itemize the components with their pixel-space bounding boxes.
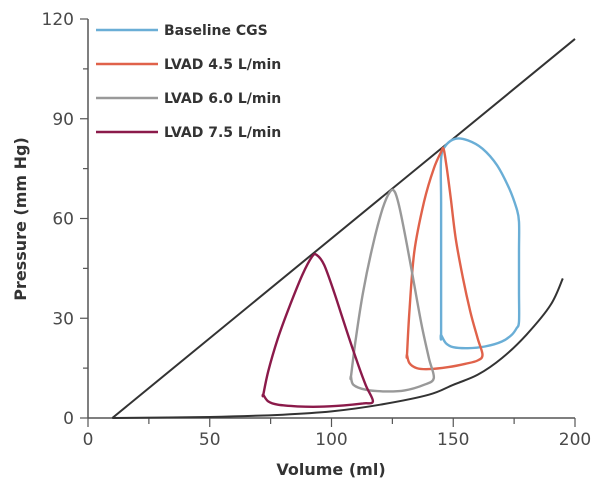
legend-label: Baseline CGS <box>164 23 268 39</box>
y-axis-title: Pressure (mm Hg) <box>11 137 30 301</box>
reference-lines <box>111 38 576 419</box>
legend-label: LVAD 4.5 L/min <box>164 57 281 73</box>
y-tick-label: 30 <box>52 309 74 329</box>
loop-lvad-6-0-l-min <box>349 188 436 393</box>
x-tick-label: 100 <box>315 430 347 450</box>
x-ticks: 0 50 100 150 200 <box>83 418 591 450</box>
loop-baseline-cgs <box>439 137 521 350</box>
x-tick-label: 50 <box>199 430 221 450</box>
y-tick-label: 90 <box>52 110 74 130</box>
x-axis-title: Volume (ml) <box>276 460 385 479</box>
y-tick-label: 0 <box>63 409 74 429</box>
legend-label: LVAD 7.5 L/min <box>164 125 281 141</box>
legend: Baseline CGS LVAD 4.5 L/min LVAD 6.0 L/min… <box>96 23 281 141</box>
x-tick-label: 0 <box>83 430 94 450</box>
y-tick-label: 60 <box>52 210 74 230</box>
espvr-line <box>111 38 576 419</box>
y-tick-label: 120 <box>42 10 74 30</box>
pv-loops <box>261 137 521 408</box>
y-ticks: 0 30 60 90 120 <box>42 10 88 429</box>
x-tick-label: 200 <box>559 430 591 450</box>
legend-label: LVAD 6.0 L/min <box>164 91 281 107</box>
edpvr-line <box>112 277 564 419</box>
loop-lvad-7-5-l-min <box>261 252 375 408</box>
loop-lvad-4-5-l-min <box>405 146 484 371</box>
x-tick-label: 150 <box>437 430 469 450</box>
